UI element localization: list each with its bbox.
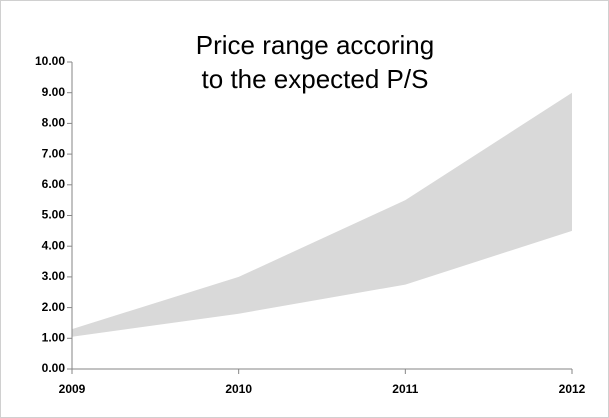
- y-tick-label: 7.00: [42, 146, 66, 160]
- chart-title: to the expected P/S: [202, 64, 429, 94]
- x-tick-label: 2010: [225, 382, 252, 396]
- y-tick-label: 10.00: [35, 54, 65, 68]
- x-tick-label: 2009: [59, 382, 86, 396]
- chart-title: Price range accoring: [196, 30, 434, 60]
- y-tick-label: 0.00: [42, 361, 66, 375]
- range-area: [72, 92, 572, 337]
- y-tick-label: 1.00: [42, 330, 66, 344]
- y-tick-label: 4.00: [42, 238, 66, 252]
- y-tick-label: 5.00: [42, 208, 66, 222]
- y-tick-label: 2.00: [42, 300, 66, 314]
- y-tick-label: 9.00: [42, 85, 66, 99]
- x-tick-label: 2012: [559, 382, 586, 396]
- x-tick-label: 2011: [392, 382, 418, 396]
- y-tick-label: 8.00: [42, 116, 66, 130]
- y-tick-label: 6.00: [42, 177, 66, 191]
- y-tick-label: 3.00: [42, 269, 66, 283]
